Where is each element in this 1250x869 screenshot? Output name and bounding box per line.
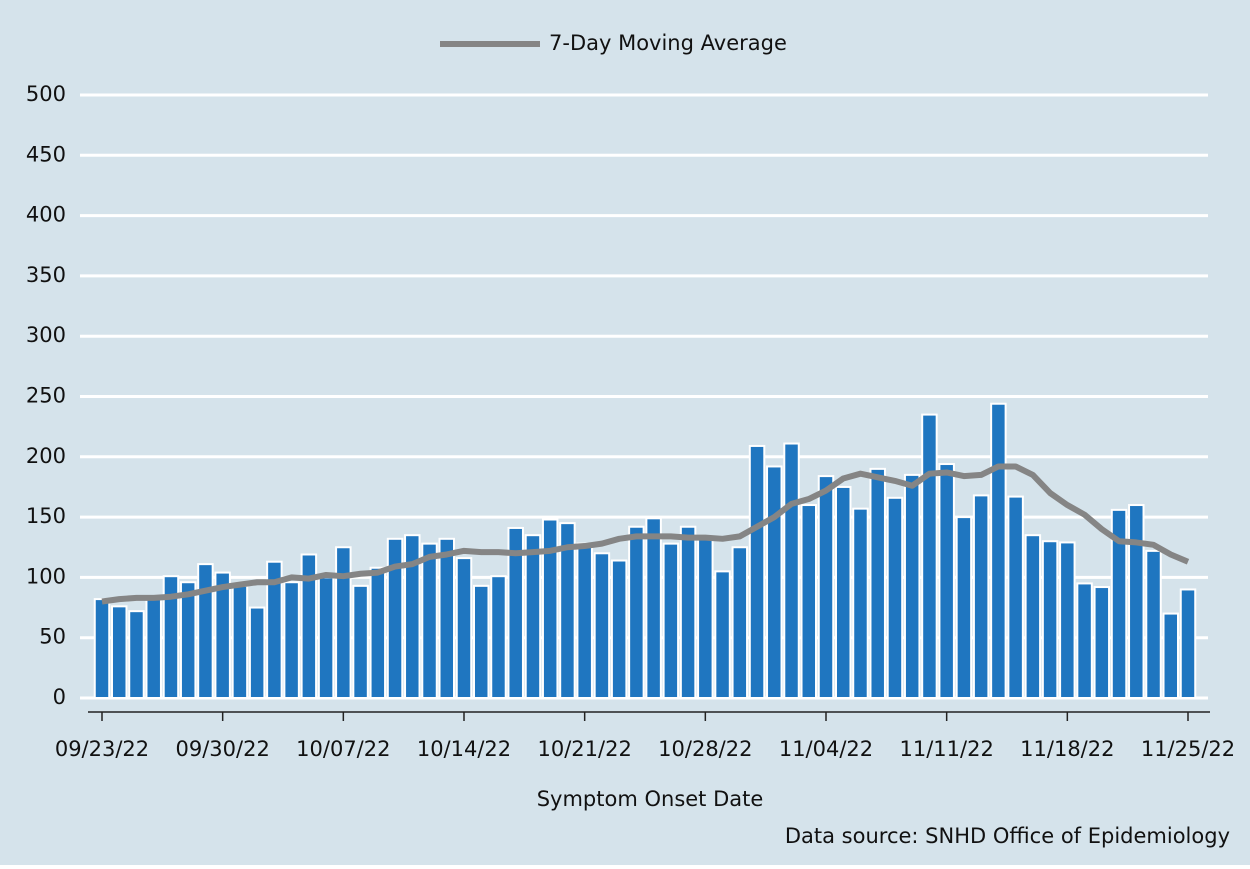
bar — [283, 581, 300, 699]
y-tick-label: 500 — [26, 82, 66, 106]
bar — [886, 496, 904, 699]
y-tick-label: 250 — [26, 384, 66, 408]
y-tick-label: 0 — [53, 685, 66, 709]
bar — [472, 584, 490, 699]
bar — [386, 537, 404, 699]
y-tick-label: 200 — [26, 444, 66, 468]
bar — [628, 525, 645, 699]
bar — [800, 504, 818, 700]
bar — [576, 542, 593, 700]
bar — [610, 559, 628, 699]
bar — [162, 575, 180, 699]
bar — [645, 517, 662, 700]
x-tick-label: 10/21/22 — [538, 737, 632, 761]
bar — [317, 576, 335, 700]
bar — [1024, 534, 1042, 699]
x-tick-label: 10/07/22 — [296, 737, 390, 761]
bar — [662, 542, 680, 700]
bar — [1110, 508, 1128, 700]
bar — [1041, 540, 1059, 699]
bar — [1128, 504, 1145, 700]
line — [101, 463, 1190, 605]
bar — [110, 605, 128, 699]
x-tick-label: 11/18/22 — [1020, 737, 1114, 761]
bar — [179, 581, 197, 699]
bar — [197, 563, 214, 699]
bar — [231, 584, 249, 699]
bar — [421, 542, 438, 700]
x-axis-label: Symptom Onset Date — [537, 787, 764, 811]
bar — [921, 413, 938, 699]
bar — [541, 518, 559, 700]
bar — [903, 473, 921, 700]
bar — [834, 485, 852, 700]
x-tick-label: 11/11/22 — [900, 737, 994, 761]
bar — [524, 534, 542, 699]
bar — [1059, 541, 1076, 700]
bar — [955, 516, 973, 699]
bar — [369, 566, 387, 700]
x-tick-label: 11/04/22 — [779, 737, 873, 761]
bar — [145, 598, 162, 699]
bar — [1093, 586, 1111, 699]
x-tick-label: 09/30/22 — [176, 737, 270, 761]
bar — [731, 546, 749, 699]
bar — [1007, 495, 1024, 699]
bar — [214, 571, 231, 699]
bar — [1162, 612, 1180, 700]
bar — [93, 598, 111, 699]
y-tick-label: 300 — [26, 323, 66, 347]
bar — [972, 494, 990, 699]
bar — [938, 463, 955, 700]
bar — [248, 606, 266, 699]
bar — [438, 537, 456, 699]
x-tick-label: 10/14/22 — [417, 737, 511, 761]
bar — [697, 536, 714, 699]
bar — [766, 465, 783, 699]
bar — [559, 522, 576, 699]
x-tick-label: 11/25/22 — [1141, 737, 1235, 761]
bar — [1076, 582, 1093, 699]
y-tick-label: 50 — [39, 625, 66, 649]
y-tick-label: 100 — [26, 564, 66, 588]
bar — [404, 534, 421, 699]
bar — [352, 584, 369, 699]
bar — [128, 610, 145, 700]
bar — [1145, 549, 1162, 699]
bar — [679, 525, 697, 699]
bar — [869, 467, 886, 699]
y-tick-label: 150 — [26, 504, 66, 528]
bar — [455, 557, 473, 699]
legend-label: 7-Day Moving Average — [549, 31, 787, 55]
bar — [593, 552, 611, 700]
bar — [783, 442, 800, 699]
x-tick-label: 10/28/22 — [658, 737, 752, 761]
y-tick-label: 350 — [26, 263, 66, 287]
bar — [1179, 588, 1197, 700]
bar — [817, 475, 835, 700]
bar — [300, 553, 318, 700]
bar — [990, 402, 1007, 699]
y-tick-label: 400 — [26, 203, 66, 227]
bar — [490, 575, 507, 699]
source-note: Data source: SNHD Office of Epidemiology — [785, 824, 1230, 848]
bar — [714, 570, 731, 699]
bar — [507, 526, 524, 699]
bar — [748, 444, 766, 700]
y-tick-label: 450 — [26, 142, 66, 166]
bar — [335, 546, 352, 699]
x-tick-label: 09/23/22 — [55, 737, 149, 761]
bar — [266, 560, 283, 699]
bar — [852, 507, 869, 699]
